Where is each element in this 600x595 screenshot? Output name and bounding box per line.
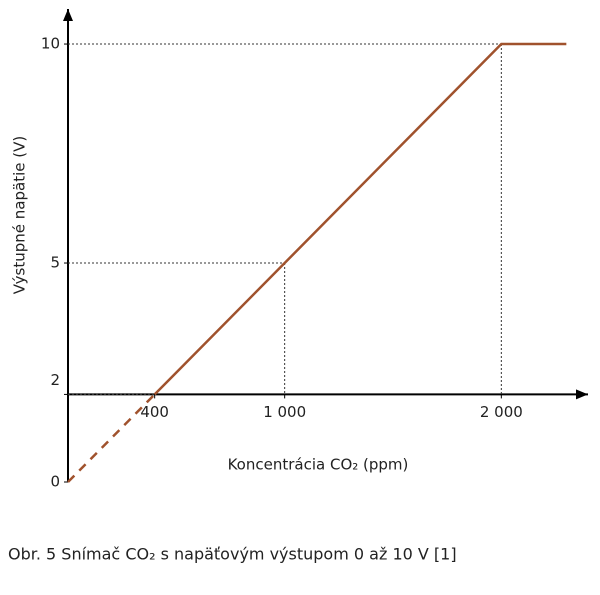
- y-tick-label: 2: [50, 371, 60, 389]
- y-tick-label: 10: [41, 35, 60, 53]
- x-axis-label: Koncentrácia CO₂ (ppm): [228, 456, 409, 474]
- y-tick-label: 0: [50, 473, 60, 491]
- caption: Obr. 5 Snímač CO₂ s napäťovým výstupom 0…: [8, 545, 457, 564]
- line-series: [153, 42, 567, 396]
- y-tick-label: 5: [50, 254, 60, 272]
- x-tick-label: 2 000: [480, 403, 523, 421]
- line-series: [67, 393, 156, 483]
- y-axis-label: Výstupné napätie (V): [11, 136, 29, 294]
- x-tick-label: 1 000: [263, 403, 306, 421]
- x-tick-label: 400: [140, 403, 169, 421]
- x-axis-arrow: [576, 389, 588, 400]
- y-axis-arrow: [63, 9, 73, 21]
